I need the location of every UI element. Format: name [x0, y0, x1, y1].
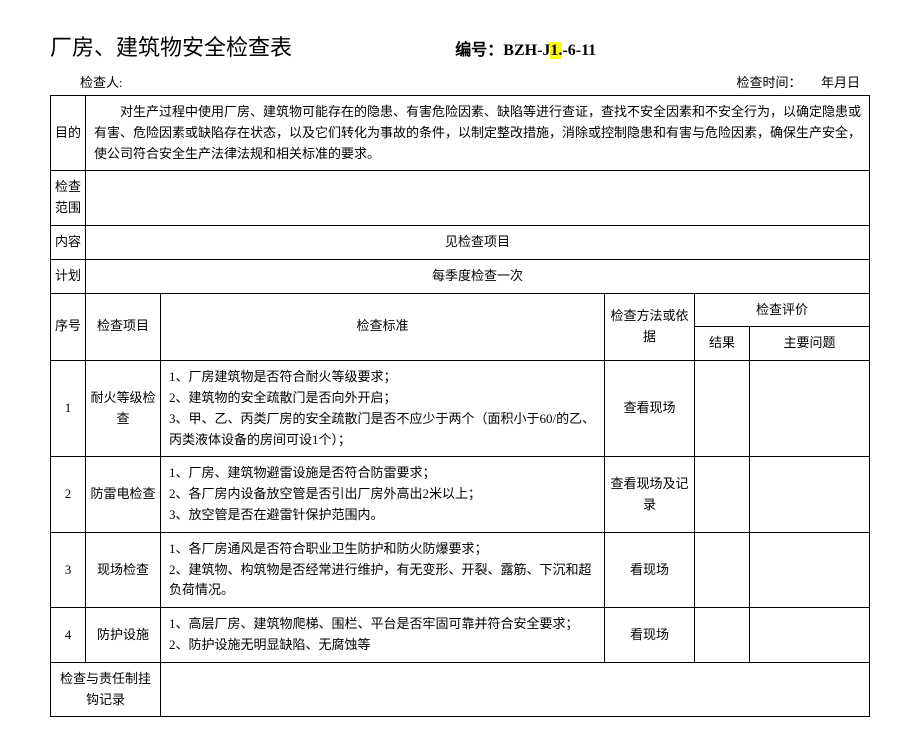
cell-item: 防护设施	[86, 608, 161, 663]
cell-result	[694, 608, 749, 663]
cell-issue	[749, 532, 869, 607]
cell-issue	[749, 457, 869, 532]
plan-value: 每季度检查一次	[86, 259, 870, 293]
cell-method: 看现场	[604, 608, 694, 663]
header-eval: 检查评价	[694, 293, 869, 327]
content-row: 内容 见检查项目	[51, 225, 870, 259]
table-row: 2 防雷电检查 1、厂房、建筑物避雷设施是否符合防雷要求；2、各厂房内设备放空管…	[51, 457, 870, 532]
header-row-1: 序号 检查项目 检查标准 检查方法或依据 检查评价	[51, 293, 870, 327]
header-issue: 主要问题	[749, 327, 869, 361]
purpose-label: 目的	[51, 96, 86, 171]
doc-number: 编号：BZH-J1.-6-11	[455, 36, 596, 60]
header-seq: 序号	[51, 293, 86, 361]
cell-result	[694, 361, 749, 457]
footer-row: 检查与责任制挂钩记录	[51, 662, 870, 717]
cell-standard: 1、各厂房通风是否符合职业卫生防护和防火防爆要求；2、建筑物、构筑物是否经常进行…	[161, 532, 605, 607]
check-time: 检查时间： 年月日	[736, 72, 870, 91]
header-method: 检查方法或依据	[604, 293, 694, 361]
cell-seq: 4	[51, 608, 86, 663]
cell-seq: 1	[51, 361, 86, 457]
cell-issue	[749, 608, 869, 663]
cell-method: 看现场	[604, 532, 694, 607]
header-standard: 检查标准	[161, 293, 605, 361]
footer-value	[161, 662, 870, 717]
inspector-label: 检查人:	[50, 72, 123, 91]
purpose-row: 目的 对生产过程中使用厂房、建筑物可能存在的隐患、有害危险因素、缺陷等进行查证，…	[51, 96, 870, 171]
scope-row: 检查范围	[51, 171, 870, 226]
content-value: 见检查项目	[86, 225, 870, 259]
footer-label: 检查与责任制挂钩记录	[51, 662, 161, 717]
cell-method: 查看现场	[604, 361, 694, 457]
cell-seq: 2	[51, 457, 86, 532]
doc-number-value: BZH-J1.-6-11	[503, 42, 596, 59]
cell-item: 防雷电检查	[86, 457, 161, 532]
cell-item: 耐火等级检查	[86, 361, 161, 457]
cell-result	[694, 457, 749, 532]
plan-row: 计划 每季度检查一次	[51, 259, 870, 293]
cell-seq: 3	[51, 532, 86, 607]
doc-number-label: 编号：	[455, 42, 503, 59]
scope-value	[86, 171, 870, 226]
cell-standard: 1、高层厂房、建筑物爬梯、围栏、平台是否牢固可靠并符合安全要求；2、防护设施无明…	[161, 608, 605, 663]
header-result: 结果	[694, 327, 749, 361]
inspection-table: 目的 对生产过程中使用厂房、建筑物可能存在的隐患、有害危险因素、缺陷等进行查证，…	[50, 95, 870, 717]
header-item: 检查项目	[86, 293, 161, 361]
cell-method: 查看现场及记录	[604, 457, 694, 532]
cell-issue	[749, 361, 869, 457]
cell-item: 现场检查	[86, 532, 161, 607]
cell-result	[694, 532, 749, 607]
table-row: 4 防护设施 1、高层厂房、建筑物爬梯、围栏、平台是否牢固可靠并符合安全要求；2…	[51, 608, 870, 663]
cell-standard: 1、厂房、建筑物避雷设施是否符合防雷要求；2、各厂房内设备放空管是否引出厂房外高…	[161, 457, 605, 532]
page-title: 厂房、建筑物安全检查表	[50, 30, 292, 62]
plan-label: 计划	[51, 259, 86, 293]
table-row: 1 耐火等级检查 1、厂房建筑物是否符合耐火等级要求；2、建筑物的安全疏散门是否…	[51, 361, 870, 457]
purpose-text: 对生产过程中使用厂房、建筑物可能存在的隐患、有害危险因素、缺陷等进行查证，查找不…	[86, 96, 870, 171]
cell-standard: 1、厂房建筑物是否符合耐火等级要求；2、建筑物的安全疏散门是否向外开启；3、甲、…	[161, 361, 605, 457]
table-row: 3 现场检查 1、各厂房通风是否符合职业卫生防护和防火防爆要求；2、建筑物、构筑…	[51, 532, 870, 607]
content-label: 内容	[51, 225, 86, 259]
scope-label: 检查范围	[51, 171, 86, 226]
